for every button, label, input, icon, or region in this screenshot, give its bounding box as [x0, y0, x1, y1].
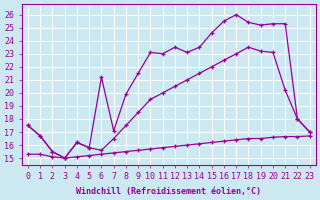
X-axis label: Windchill (Refroidissement éolien,°C): Windchill (Refroidissement éolien,°C) [76, 187, 261, 196]
